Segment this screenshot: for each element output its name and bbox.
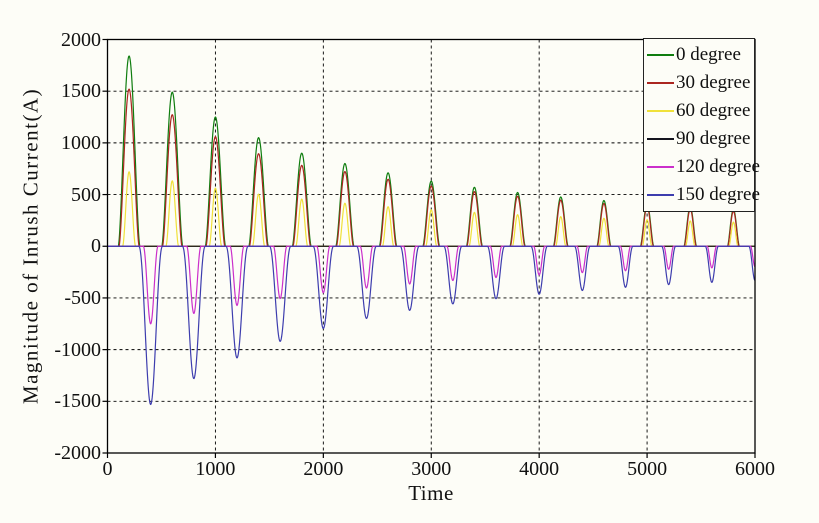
series-line-60-degree [107, 171, 755, 247]
x-tick-label: 4000 [519, 458, 560, 480]
legend-item-30-degree: 30 degree [647, 70, 754, 97]
x-axis-label: Time [408, 481, 454, 505]
x-tick-label: 5000 [627, 458, 668, 480]
legend-item-120-degree: 120 degree [647, 154, 760, 181]
legend-item-0-degree: 0 degree [647, 42, 754, 69]
legend-item-150-degree: 150 degree [647, 182, 760, 209]
legend-label: 120 degree [676, 156, 760, 177]
x-tick-label: 2000 [303, 458, 344, 480]
legend: 0 degree 30 degree 60 degree 90 degree 120 d… [643, 38, 760, 212]
legend-line-sample [647, 138, 674, 140]
legend-label: 0 degree [676, 44, 741, 65]
legend-line-sample [647, 194, 674, 196]
legend-label: 30 degree [676, 72, 751, 93]
legend-item-60-degree: 60 degree [647, 98, 754, 125]
legend-line-sample [647, 54, 674, 56]
y-tick-label: 1500 [61, 80, 101, 103]
x-tick-label: 3000 [411, 458, 452, 480]
legend-label: 150 degree [676, 184, 760, 205]
y-tick-label: -2000 [54, 442, 101, 464]
legend-line-sample [647, 166, 674, 168]
y-tick-label: 1000 [61, 131, 101, 154]
y-tick-label: 500 [71, 183, 101, 206]
y-tick-label: -1000 [54, 338, 101, 361]
legend-line-sample [647, 82, 674, 84]
series-line-150-degree [107, 245, 756, 406]
legend-label: 60 degree [676, 100, 751, 121]
legend-label: 90 degree [676, 128, 751, 149]
y-tick-label: -1500 [54, 390, 101, 413]
x-tick-label: 0 [102, 458, 113, 480]
y-tick-label: 2000 [61, 28, 101, 51]
legend-line-sample [647, 110, 674, 112]
x-tick-label: 1000 [195, 458, 236, 480]
y-tick-label: -500 [64, 286, 101, 309]
y-tick-label: 0 [91, 235, 101, 258]
y-axis-label: Magnitude of Inrush Current(A) [18, 87, 43, 405]
legend-item-90-degree: 90 degree [647, 126, 754, 153]
x-tick-label: 6000 [735, 458, 775, 480]
